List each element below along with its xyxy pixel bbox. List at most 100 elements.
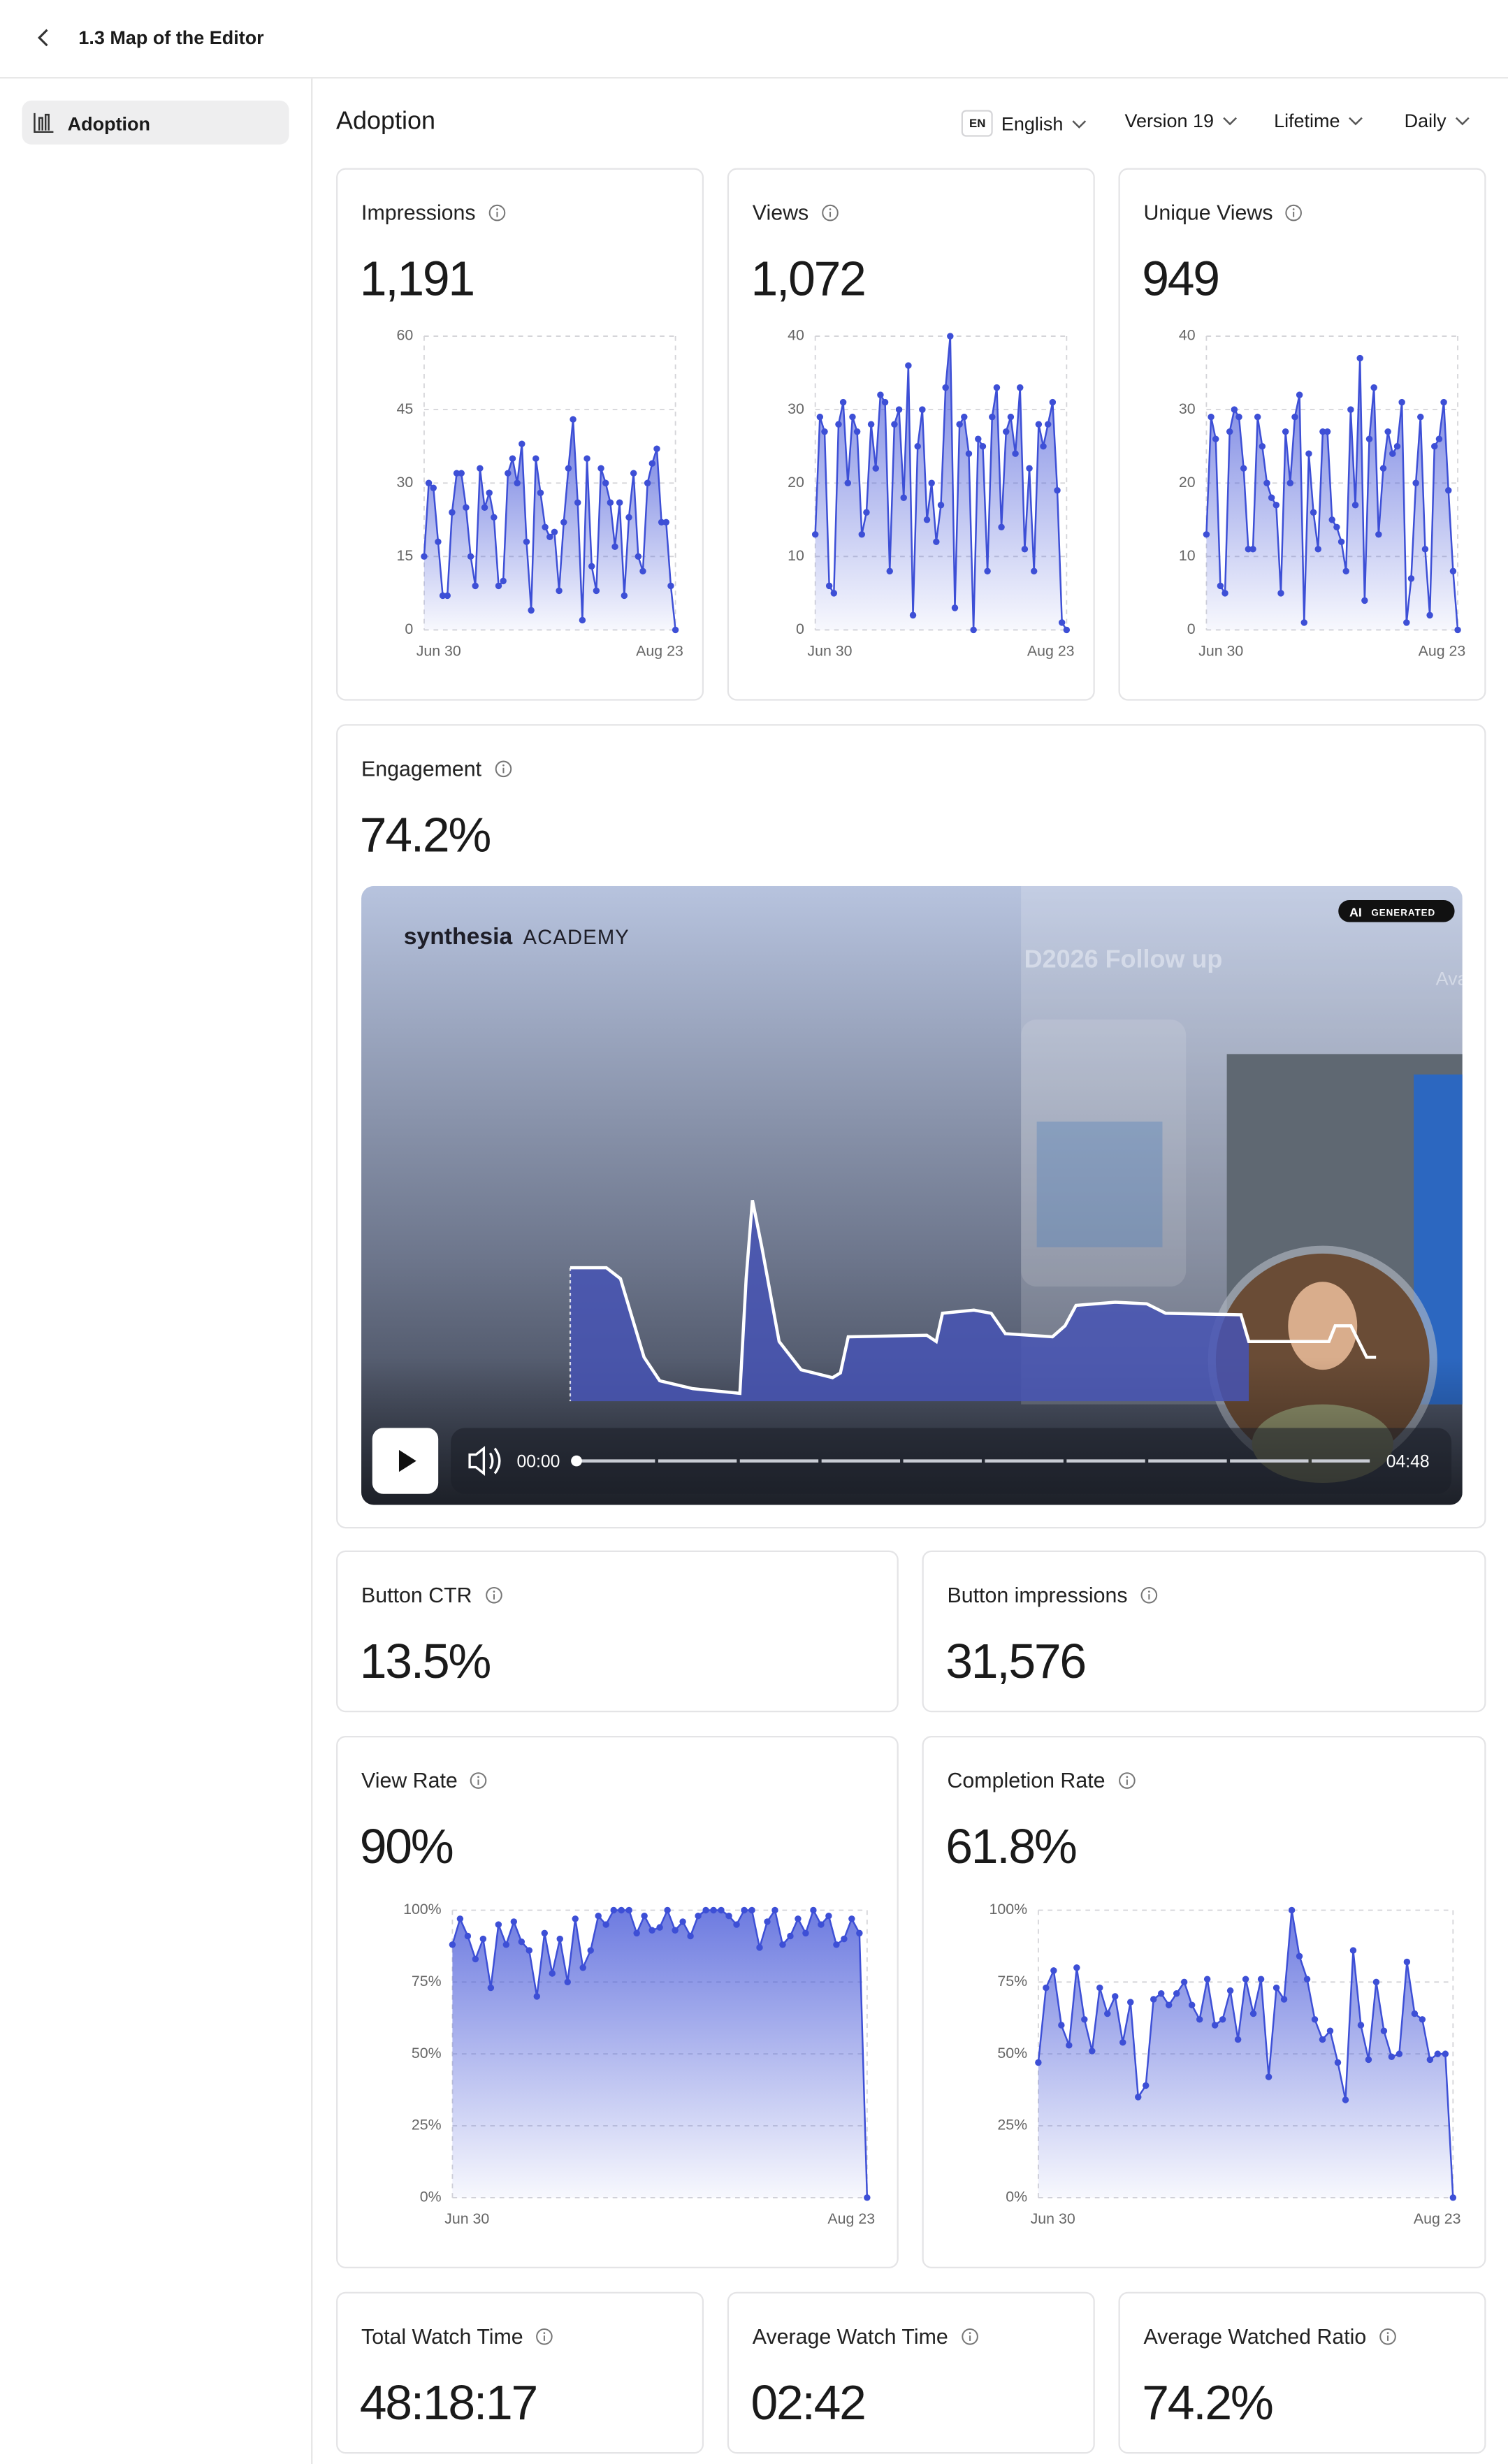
point: [1012, 450, 1019, 457]
background-name: Ava: [1436, 968, 1463, 989]
point: [1398, 398, 1405, 406]
back-button[interactable]: [34, 27, 53, 48]
point: [1412, 479, 1419, 486]
point: [1203, 531, 1210, 538]
point: [1044, 421, 1052, 428]
point: [1081, 2016, 1088, 2023]
point: [1333, 523, 1340, 531]
point: [811, 531, 819, 538]
point: [718, 1906, 725, 1914]
point: [467, 553, 474, 560]
point: [635, 553, 642, 560]
point: [630, 470, 637, 477]
point: [1165, 2001, 1173, 2008]
point: [825, 1912, 832, 1920]
point: [1277, 590, 1284, 597]
point: [487, 1984, 495, 1992]
point: [956, 421, 963, 428]
point: [1417, 413, 1424, 421]
point: [779, 1941, 786, 1948]
point: [1143, 2082, 1150, 2089]
play-button[interactable]: [372, 1428, 439, 1494]
interval-filter[interactable]: Daily: [1405, 110, 1470, 132]
sidebar-item-label: Adoption: [67, 113, 151, 136]
x-tick-label: Jun 30: [416, 643, 461, 660]
metric-card: Views 1,072 0 10 20 30 40 Jun 30 Aug 23: [727, 168, 1095, 701]
metric-label: Average Watch Time: [753, 2325, 978, 2349]
point: [1073, 1964, 1080, 1971]
ai-badge-ai: AI: [1349, 906, 1362, 920]
current-time: 00:00: [517, 1453, 560, 1472]
info-icon[interactable]: [494, 760, 512, 778]
point: [687, 1932, 694, 1940]
video-brand-suffix: ACADEMY: [523, 927, 630, 949]
info-icon[interactable]: [821, 204, 839, 222]
point: [1173, 1990, 1180, 1997]
point: [833, 1941, 840, 1948]
point: [867, 421, 875, 428]
point: [1257, 1976, 1265, 1983]
x-tick-label: Jun 30: [444, 2210, 489, 2227]
point: [1372, 1978, 1380, 1986]
point: [533, 1993, 541, 2000]
info-icon[interactable]: [1379, 2328, 1396, 2345]
point: [830, 590, 838, 597]
info-icon[interactable]: [536, 2328, 553, 2345]
point: [816, 413, 824, 421]
metric-label: Button impressions: [947, 1584, 1157, 1607]
chart-icon: [34, 113, 54, 133]
point: [942, 384, 949, 391]
metric-value: 949: [1142, 251, 1220, 307]
point: [597, 465, 604, 472]
point: [844, 479, 852, 486]
info-icon[interactable]: [488, 204, 506, 222]
ai-badge: [1338, 900, 1455, 922]
y-tick-label: 0%: [1006, 2188, 1027, 2205]
info-icon[interactable]: [485, 1586, 502, 1604]
info-icon[interactable]: [961, 2328, 978, 2345]
point: [1273, 1984, 1280, 1992]
point: [998, 523, 1005, 531]
point: [1389, 450, 1396, 457]
point: [1296, 1952, 1303, 1960]
info-icon[interactable]: [1118, 1772, 1136, 1790]
point: [984, 567, 991, 575]
point: [1324, 428, 1331, 435]
metric-label-text: Button CTR: [361, 1583, 472, 1607]
point: [421, 553, 428, 560]
metric-card: View Rate 90% 0% 25% 50% 75% 100% Jun 30 Aug 23: [336, 1735, 899, 2268]
point: [821, 428, 828, 435]
point: [551, 528, 558, 536]
version-filter[interactable]: Version 19: [1125, 110, 1238, 132]
point: [1226, 1987, 1234, 1994]
point: [1221, 590, 1228, 597]
point: [1388, 2053, 1395, 2060]
x-tick-label: Jun 30: [1031, 2210, 1075, 2227]
point: [928, 479, 935, 486]
info-icon[interactable]: [1286, 204, 1303, 222]
point: [1342, 567, 1349, 575]
sidebar-item[interactable]: Adoption: [22, 100, 289, 145]
background-title: D2026 Follow up: [1024, 945, 1223, 973]
point: [602, 1921, 609, 1928]
y-tick-label: 20: [788, 474, 804, 491]
y-tick-label: 40: [788, 327, 804, 344]
video-player: synthesia ACADEMY D2026 Follow up Ava AI…: [361, 885, 1463, 1505]
chevron: [1222, 117, 1237, 126]
point: [1370, 384, 1377, 391]
metric-value: 02:42: [751, 2375, 867, 2430]
language-filter[interactable]: EN English: [961, 110, 1087, 137]
point: [1263, 479, 1270, 486]
progress-handle[interactable]: [571, 1455, 582, 1467]
metric-card: Total Watch Time 48:18:17: [336, 2291, 704, 2454]
point: [1003, 428, 1010, 435]
period-filter[interactable]: Lifetime: [1274, 110, 1363, 132]
info-icon[interactable]: [470, 1772, 488, 1790]
volume-button[interactable]: [468, 1446, 501, 1477]
point: [556, 587, 563, 595]
point: [1334, 2059, 1342, 2066]
metric-label-text: Total Watch Time: [361, 2324, 523, 2349]
video-frame: synthesia ACADEMY D2026 Follow up Ava AI…: [361, 885, 1463, 1505]
info-icon[interactable]: [1140, 1586, 1158, 1604]
point: [1242, 1976, 1249, 1983]
